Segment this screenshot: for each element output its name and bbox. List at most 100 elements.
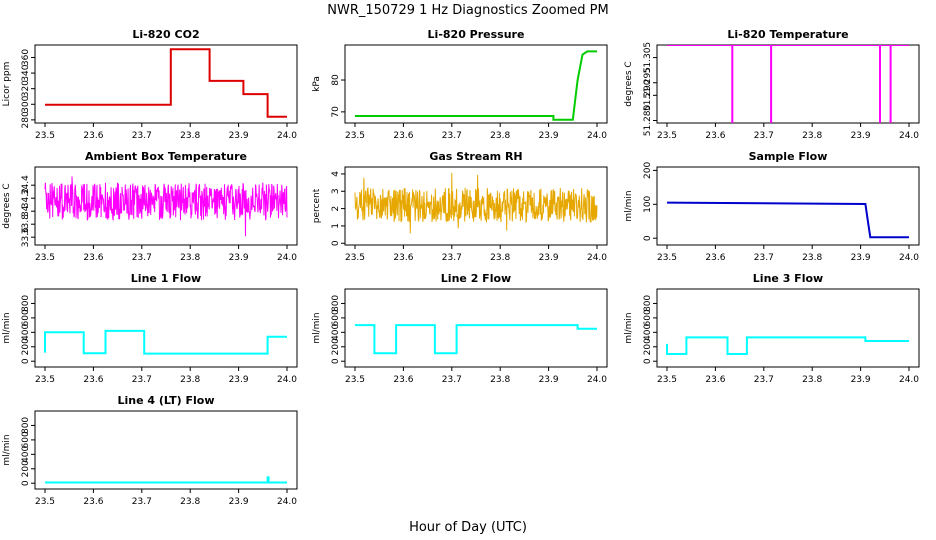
panel-frame — [344, 44, 608, 124]
y-tick-label: 0 — [21, 358, 31, 364]
y-tick-label: 600 — [643, 309, 653, 326]
y-tick-label: 400 — [331, 323, 341, 340]
y-tick-label: 360 — [21, 49, 31, 66]
series-line — [44, 329, 287, 355]
panel-y-axis-label: Licor ppm — [2, 62, 12, 107]
panel-title: Li-820 Temperature — [727, 28, 848, 41]
x-tick-label: 23.9 — [229, 253, 249, 263]
panel-5: Gas Stream RH percent 23.5 23.6 23.7 23.8 23.9… — [312, 150, 608, 263]
series-line — [355, 324, 597, 355]
y-tick-label: 51.290 — [643, 79, 653, 111]
panel-7: Line 1 Flow ml/min 23.5 23.6 23.7 23.8 23.9 24.… — [2, 272, 298, 385]
y-tick-label: 4 — [331, 171, 341, 177]
y-tick-label: 280 — [21, 111, 31, 128]
x-tick-label: 23.6 — [705, 375, 725, 385]
x-tick-label: 23.8 — [802, 131, 822, 141]
y-tick-label: 200 — [643, 162, 653, 179]
x-tick-label: 23.8 — [802, 253, 822, 263]
x-tick-label: 23.9 — [539, 253, 559, 263]
x-tick-label: 23.9 — [851, 131, 871, 141]
figure-title: NWR_150729 1 Hz Diagnostics Zoomed PM — [327, 3, 609, 18]
x-tick-label: 24.0 — [277, 375, 297, 385]
x-tick-label: 23.7 — [754, 375, 774, 385]
panel-frame — [34, 44, 298, 124]
x-tick-label: 23.7 — [754, 131, 774, 141]
panels-group: Li-820 CO2 Licor ppm 23.5 23.6 23.7 23.8 23.9 2… — [2, 28, 920, 507]
series-line — [355, 50, 597, 121]
panel-y-axis-label: ml/min — [624, 190, 634, 221]
panel-frame — [344, 288, 608, 368]
x-tick-label: 24.0 — [587, 375, 607, 385]
panel-y-axis-label: ml/min — [2, 312, 12, 343]
x-tick-label: 24.0 — [277, 131, 297, 141]
y-tick-label: 34.4 — [21, 175, 31, 195]
y-tick-label: 200 — [643, 338, 653, 355]
x-tick-label: 23.7 — [132, 131, 152, 141]
y-tick-label: 300 — [21, 95, 31, 112]
x-tick-label: 24.0 — [277, 497, 297, 507]
y-tick-label: 33.8 — [21, 214, 31, 234]
panel-frame — [34, 288, 298, 368]
panel-frame — [344, 166, 608, 246]
panel-title: Line 3 Flow — [753, 272, 823, 285]
x-tick-label: 23.8 — [180, 131, 200, 141]
y-tick-label: 51.280 — [643, 104, 653, 136]
panel-4: Ambient Box Temperature degrees C 23.5 23.6… — [2, 150, 298, 263]
y-tick-label: 600 — [21, 309, 31, 326]
series-line — [354, 172, 598, 234]
x-tick-label: 23.9 — [539, 375, 559, 385]
panel-y-axis-label: percent — [312, 188, 322, 223]
x-tick-label: 23.5 — [657, 131, 677, 141]
x-tick-label: 23.7 — [442, 253, 462, 263]
y-tick-label: 1 — [331, 223, 341, 229]
x-tick-label: 23.7 — [754, 253, 774, 263]
x-tick-label: 23.8 — [490, 253, 510, 263]
panel-title: Gas Stream RH — [429, 150, 522, 163]
panel-frame — [656, 166, 920, 246]
series-line — [44, 176, 288, 237]
y-tick-label: 100 — [643, 195, 653, 212]
x-tick-label: 23.5 — [345, 131, 365, 141]
y-tick-label: 340 — [21, 64, 31, 81]
series-line — [667, 45, 909, 123]
x-tick-label: 23.9 — [851, 253, 871, 263]
panel-3: Li-820 Temperature degrees C 23.5 23.6 23.7 2… — [624, 28, 920, 141]
x-tick-label: 24.0 — [899, 253, 919, 263]
y-tick-label: 0 — [331, 358, 341, 364]
series-line — [45, 476, 287, 484]
x-tick-label: 23.9 — [229, 375, 249, 385]
y-tick-label: 34.2 — [21, 188, 31, 208]
panel-y-axis-label: ml/min — [312, 312, 322, 343]
x-tick-label: 23.5 — [35, 497, 55, 507]
x-tick-label: 23.9 — [229, 131, 249, 141]
y-tick-label: 400 — [21, 323, 31, 340]
y-tick-label: 70 — [331, 106, 341, 118]
x-tick-label: 23.8 — [180, 253, 200, 263]
panel-y-axis-label: ml/min — [624, 312, 634, 343]
panel-9: Line 3 Flow ml/min 23.5 23.6 23.7 23.8 23.9 24.… — [624, 272, 920, 385]
x-tick-label: 23.9 — [851, 375, 871, 385]
y-tick-label: 800 — [331, 295, 341, 312]
panel-title: Li-820 Pressure — [428, 28, 525, 41]
panel-title: Sample Flow — [749, 150, 828, 163]
panel-frame — [34, 410, 298, 490]
panel-8: Line 2 Flow ml/min 23.5 23.6 23.7 23.8 23.9 24.… — [312, 272, 608, 385]
figure-x-axis-label: Hour of Day (UTC) — [409, 520, 527, 535]
x-tick-label: 23.5 — [35, 375, 55, 385]
x-tick-label: 23.7 — [442, 375, 462, 385]
y-tick-label: 0 — [643, 235, 653, 241]
x-tick-label: 23.8 — [802, 375, 822, 385]
x-tick-label: 23.5 — [35, 253, 55, 263]
series-line — [666, 336, 909, 355]
panel-title: Ambient Box Temperature — [85, 150, 247, 163]
y-tick-label: 0 — [21, 480, 31, 486]
y-tick-label: 80 — [331, 74, 341, 86]
y-tick-label: 33.6 — [21, 227, 31, 247]
x-tick-label: 23.5 — [345, 253, 365, 263]
panel-y-axis-label: ml/min — [2, 434, 12, 465]
x-tick-label: 23.5 — [657, 375, 677, 385]
x-tick-label: 23.7 — [132, 497, 152, 507]
y-tick-label: 800 — [21, 417, 31, 434]
y-tick-label: 400 — [21, 445, 31, 462]
